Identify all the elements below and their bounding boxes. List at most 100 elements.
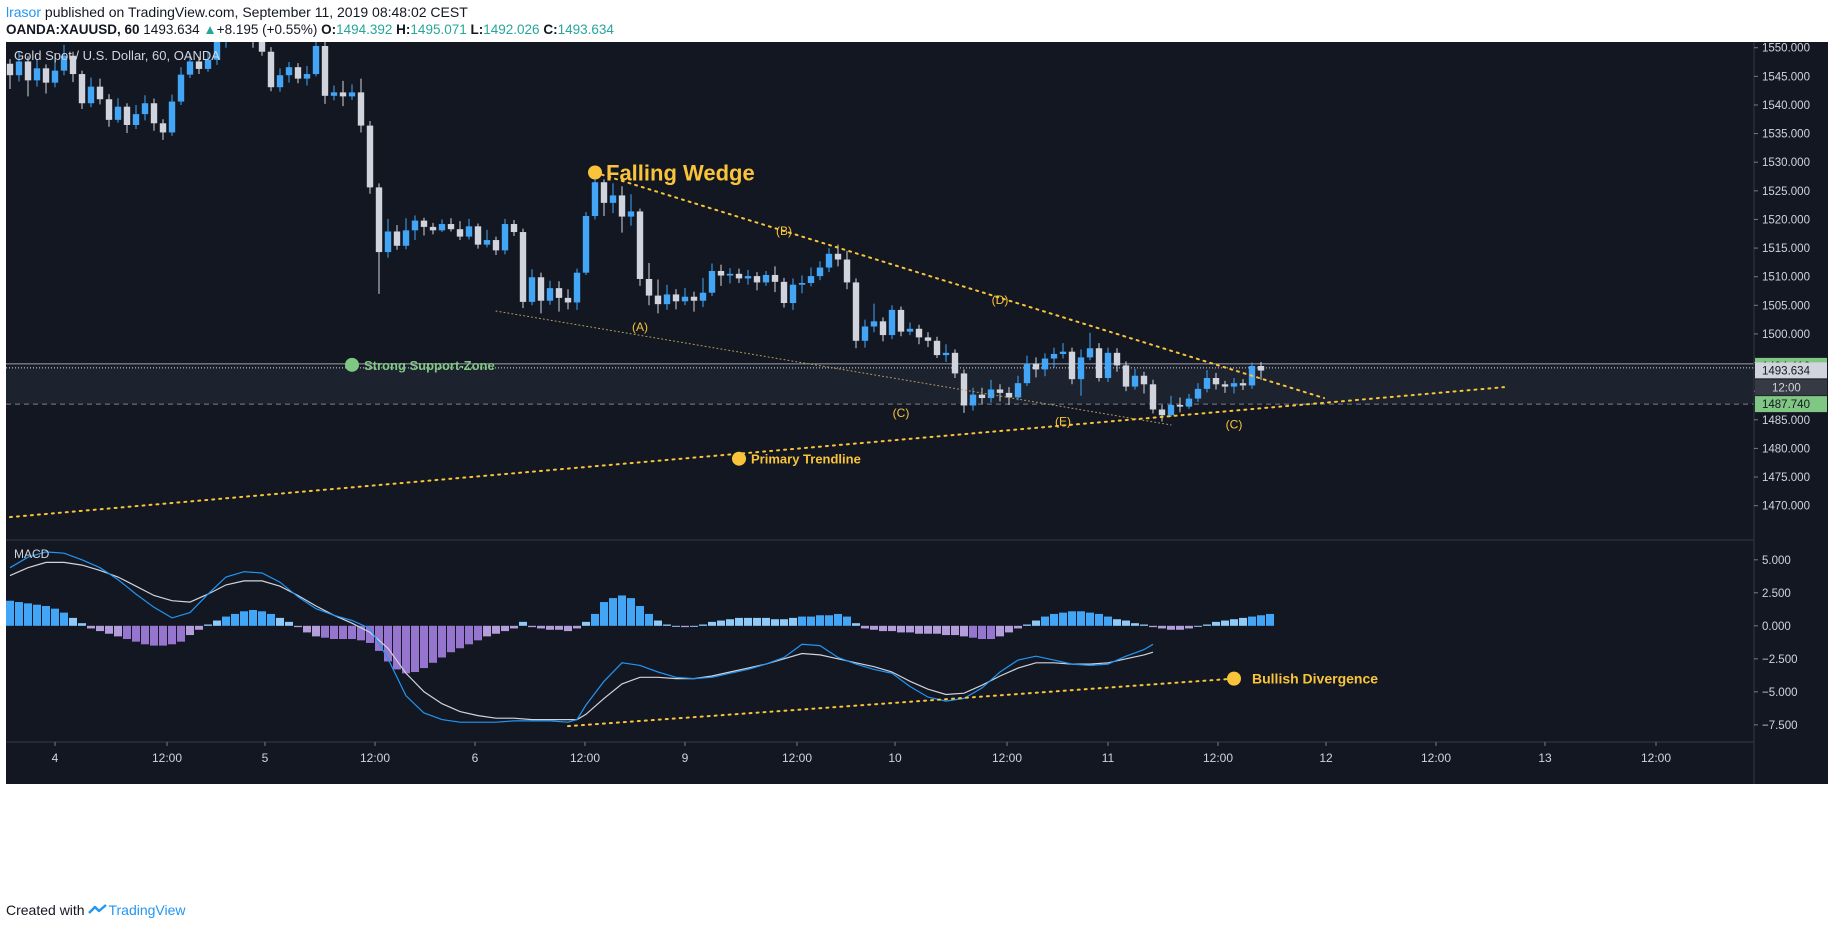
candle[interactable] [1167,395,1175,417]
candle[interactable] [717,264,725,286]
candle[interactable] [1014,375,1022,401]
candle[interactable] [303,66,311,86]
divergence-line[interactable] [567,677,1235,728]
tradingview-brand-link[interactable]: TradingView [108,902,186,918]
candle[interactable] [69,51,77,83]
candle[interactable] [105,94,113,127]
candle[interactable] [816,261,824,281]
candle[interactable] [1041,353,1049,377]
candle[interactable] [1005,387,1013,405]
candle[interactable] [519,228,527,309]
candle[interactable] [501,218,509,255]
trendline-0[interactable] [594,171,1325,400]
candle[interactable] [465,218,473,240]
candle[interactable] [1095,343,1103,382]
candle[interactable] [429,222,437,235]
candle[interactable] [825,248,833,273]
candle[interactable] [888,305,896,340]
candle[interactable] [897,306,905,337]
candle[interactable] [492,236,500,255]
candle[interactable] [474,223,482,249]
candle[interactable] [726,268,734,284]
candle[interactable] [699,277,707,308]
candle[interactable] [753,272,761,291]
candle[interactable] [114,98,122,123]
candle[interactable] [1068,347,1076,385]
candle[interactable] [672,289,680,310]
candle[interactable] [204,51,212,72]
candle[interactable] [1239,379,1247,391]
candle[interactable] [573,268,581,310]
annotation-marker[interactable] [345,357,359,372]
candle[interactable] [681,288,689,306]
candle[interactable] [384,218,392,258]
candle[interactable] [132,104,140,130]
candle[interactable] [510,220,518,237]
candle[interactable] [528,269,536,306]
candle[interactable] [915,324,923,345]
candle[interactable] [483,229,491,248]
candle[interactable] [636,208,644,286]
candle[interactable] [339,80,347,107]
candle[interactable] [1131,368,1139,390]
candle[interactable] [1104,347,1112,383]
candle[interactable] [609,183,617,214]
candle[interactable] [402,218,410,250]
candle[interactable] [1122,361,1130,392]
candle[interactable] [159,119,167,140]
trendline-2[interactable] [9,386,1505,519]
candle[interactable] [375,183,383,294]
candle[interactable] [996,384,1004,402]
candle[interactable] [141,95,149,121]
candle[interactable] [645,262,653,306]
candle[interactable] [123,103,131,134]
candle[interactable] [843,250,851,290]
candle[interactable] [357,78,365,133]
candle[interactable] [987,379,995,403]
candle[interactable] [762,270,770,286]
candle[interactable] [1257,361,1265,380]
candle[interactable] [6,59,14,89]
candle[interactable] [60,44,68,76]
candle[interactable] [168,94,176,136]
candle[interactable] [330,85,338,101]
candle[interactable] [852,278,860,349]
candle[interactable] [456,221,464,241]
candle[interactable] [186,53,194,79]
candle[interactable] [276,68,284,92]
candle[interactable] [15,51,23,82]
annotation-marker[interactable] [588,165,602,180]
candle[interactable] [1032,357,1040,378]
macd-pane[interactable]: Bullish Divergence MACD [6,547,1378,728]
candle[interactable] [771,266,779,293]
candle[interactable] [861,319,869,348]
candle[interactable] [780,277,788,308]
candle[interactable] [78,70,86,109]
candle[interactable] [1059,343,1067,359]
candle[interactable] [258,42,266,56]
candle[interactable] [393,225,401,250]
candle[interactable] [654,279,662,314]
candle[interactable] [1176,397,1184,413]
candle[interactable] [348,84,356,100]
candle[interactable] [879,317,887,342]
candle[interactable] [177,67,185,105]
candle[interactable] [735,268,743,283]
candle[interactable] [195,56,203,75]
candle[interactable] [1212,372,1220,390]
candle[interactable] [960,369,968,413]
candle[interactable] [366,120,374,194]
candle[interactable] [951,349,959,379]
candle[interactable] [213,42,221,65]
candle[interactable] [906,322,914,336]
candle[interactable] [267,47,275,92]
candle[interactable] [942,344,950,362]
candle[interactable] [24,56,32,97]
candle[interactable] [1149,379,1157,414]
candle[interactable] [1230,378,1238,394]
candle[interactable] [663,284,671,310]
candle[interactable] [33,59,41,87]
candle[interactable] [96,78,104,105]
candle[interactable] [627,194,635,226]
candle[interactable] [411,215,419,241]
